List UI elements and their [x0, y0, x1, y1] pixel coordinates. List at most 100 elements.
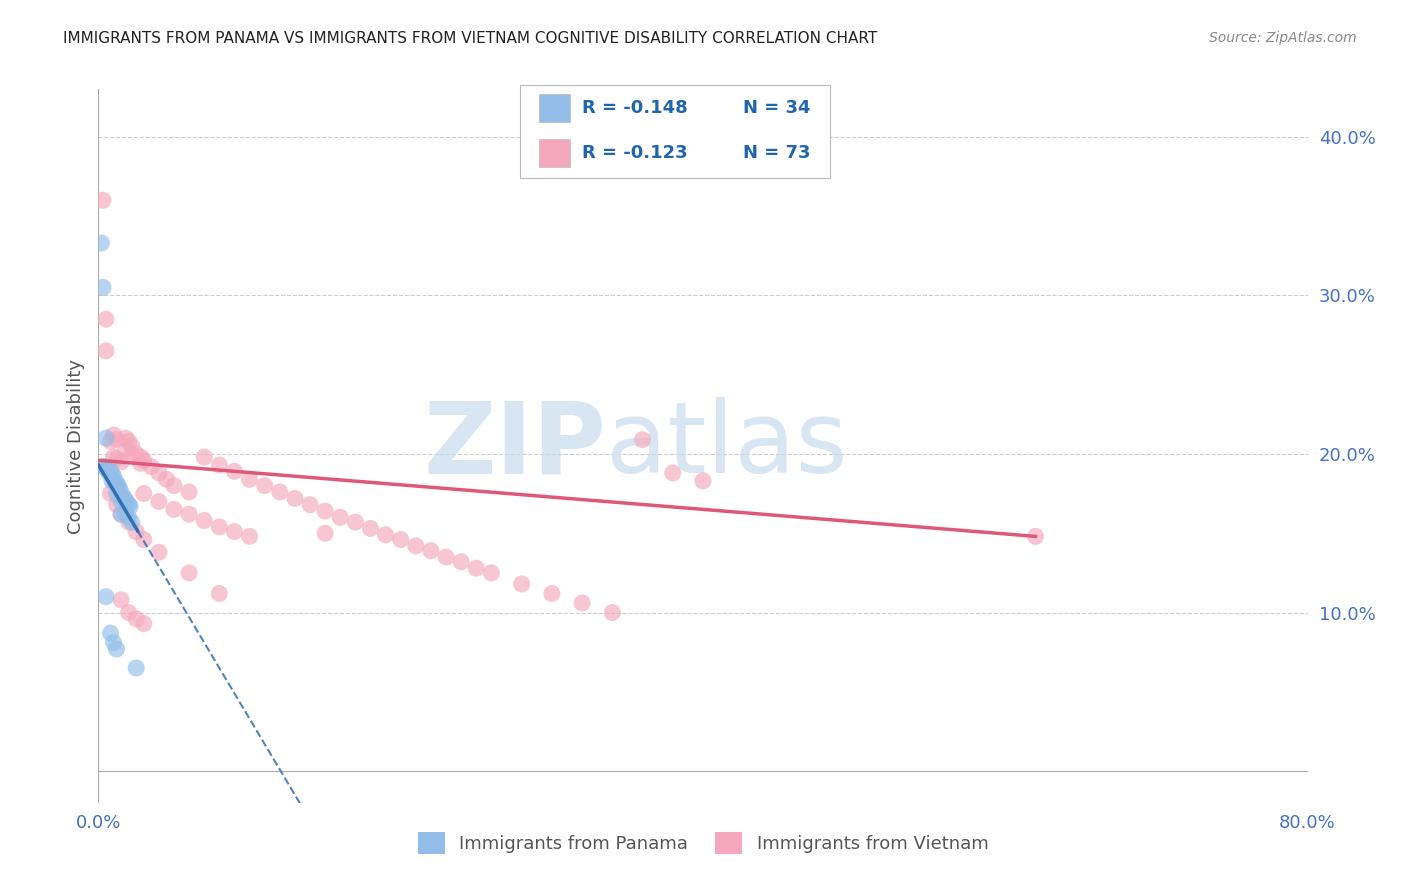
Legend: Immigrants from Panama, Immigrants from Vietnam: Immigrants from Panama, Immigrants from … [411, 825, 995, 862]
Point [105, 433, 128, 447]
Point [389, 533, 412, 547]
Point [103, 450, 125, 464]
Point [193, 450, 215, 464]
Point [112, 491, 135, 506]
Text: IMMIGRANTS FROM PANAMA VS IMMIGRANTS FROM VIETNAM COGNITIVE DISABILITY CORRELATI: IMMIGRANTS FROM PANAMA VS IMMIGRANTS FRO… [63, 31, 877, 46]
Point [118, 498, 141, 512]
Point [148, 466, 170, 480]
Point [114, 442, 136, 457]
Point [269, 485, 291, 500]
Point [121, 515, 143, 529]
Bar [538, 139, 569, 167]
Point [540, 586, 562, 600]
Point [314, 526, 336, 541]
Point [94, 590, 117, 604]
Point [91, 193, 114, 207]
Point [253, 478, 276, 492]
Point [110, 494, 132, 508]
Point [132, 486, 155, 500]
Point [374, 528, 396, 542]
Point [314, 504, 336, 518]
Point [100, 626, 122, 640]
Point [631, 433, 654, 447]
Point [465, 561, 488, 575]
Text: Source: ZipAtlas.com: Source: ZipAtlas.com [1209, 31, 1357, 45]
Point [450, 555, 472, 569]
Point [100, 434, 122, 449]
Text: atlas: atlas [606, 398, 848, 494]
Point [125, 447, 148, 461]
Point [163, 502, 186, 516]
Point [110, 455, 132, 469]
Point [108, 482, 131, 496]
Point [114, 431, 136, 445]
Point [121, 447, 143, 461]
Point [105, 498, 128, 512]
Point [90, 235, 112, 250]
Bar [538, 95, 569, 122]
Point [101, 467, 124, 482]
Point [239, 472, 262, 486]
Point [110, 485, 132, 500]
Point [105, 475, 128, 490]
Point [125, 612, 148, 626]
Point [118, 606, 141, 620]
Text: N = 34: N = 34 [742, 99, 810, 117]
Point [115, 496, 138, 510]
Point [125, 661, 148, 675]
Point [224, 464, 246, 478]
Point [141, 459, 163, 474]
Point [114, 492, 136, 507]
Text: ZIP: ZIP [423, 398, 606, 494]
Text: N = 73: N = 73 [742, 144, 810, 161]
Point [107, 478, 129, 492]
Point [96, 461, 118, 475]
Point [132, 616, 155, 631]
Point [103, 428, 125, 442]
Point [125, 524, 148, 539]
Point [104, 475, 127, 490]
Point [193, 514, 215, 528]
Point [208, 586, 231, 600]
Point [179, 566, 201, 580]
Point [118, 434, 141, 449]
Point [360, 521, 382, 535]
Point [103, 469, 125, 483]
Point [105, 486, 128, 500]
Point [155, 472, 177, 486]
Point [121, 439, 143, 453]
Point [344, 515, 367, 529]
Point [179, 507, 201, 521]
Point [91, 459, 114, 474]
Point [132, 533, 155, 547]
Text: R = -0.148: R = -0.148 [582, 99, 688, 117]
Point [103, 635, 125, 649]
Point [284, 491, 307, 506]
Point [571, 596, 593, 610]
Point [94, 312, 117, 326]
Point [148, 494, 170, 508]
Point [132, 453, 155, 467]
Point [179, 485, 201, 500]
Point [118, 515, 141, 529]
Point [420, 543, 443, 558]
Point [692, 474, 714, 488]
Y-axis label: Cognitive Disability: Cognitive Disability [66, 359, 84, 533]
Point [148, 545, 170, 559]
Point [100, 486, 122, 500]
Point [510, 577, 533, 591]
Point [118, 510, 141, 524]
Point [110, 592, 132, 607]
Point [105, 451, 128, 466]
Point [101, 474, 124, 488]
Point [208, 520, 231, 534]
Point [239, 529, 262, 543]
Point [120, 500, 142, 514]
Point [98, 466, 121, 480]
Point [434, 549, 457, 564]
Point [299, 498, 322, 512]
Point [110, 507, 132, 521]
Point [105, 642, 128, 657]
Point [110, 507, 132, 521]
Point [114, 507, 136, 521]
